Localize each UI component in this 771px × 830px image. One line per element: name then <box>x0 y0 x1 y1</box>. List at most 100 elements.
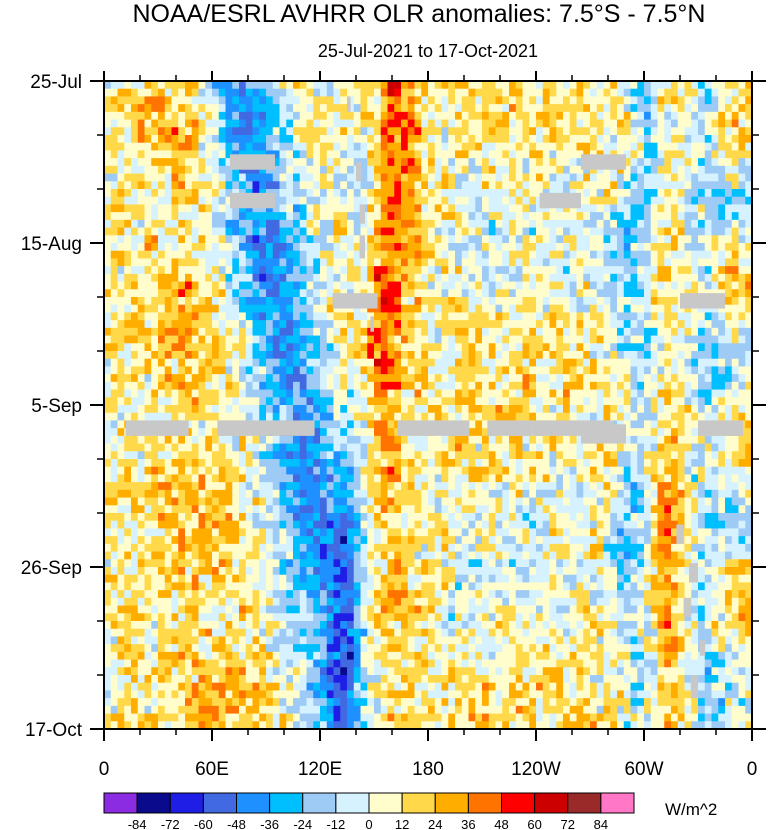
anomaly-cell <box>110 351 119 360</box>
anomaly-cell <box>306 320 314 329</box>
anomaly-cell <box>110 420 119 429</box>
anomaly-cell <box>225 304 233 314</box>
anomaly-cell <box>259 397 267 406</box>
anomaly-cell <box>266 204 274 213</box>
anomaly-cell <box>691 358 699 368</box>
anomaly-cell <box>306 165 314 175</box>
anomaly-cell <box>367 250 375 260</box>
anomaly-cell <box>198 381 206 391</box>
anomaly-cell <box>711 343 719 352</box>
anomaly-cell <box>198 374 206 383</box>
anomaly-cell <box>306 142 314 152</box>
anomaly-cell <box>434 88 443 98</box>
anomaly-cell <box>232 374 240 383</box>
anomaly-cell <box>117 81 125 90</box>
anomaly-cell <box>367 266 375 275</box>
anomaly-cell <box>664 173 672 182</box>
anomaly-cell <box>569 158 578 167</box>
anomaly-cell <box>212 304 220 314</box>
anomaly-cell <box>738 96 746 105</box>
anomaly-cell <box>745 150 752 159</box>
anomaly-cell <box>522 258 530 267</box>
anomaly-cell <box>110 451 119 460</box>
anomaly-cell <box>117 142 125 152</box>
anomaly-cell <box>131 250 139 260</box>
anomaly-cell <box>596 273 605 283</box>
anomaly-cell <box>671 81 679 90</box>
anomaly-cell <box>144 204 152 213</box>
anomaly-cell <box>617 227 625 236</box>
anomaly-cell <box>529 320 537 329</box>
anomaly-cell <box>360 96 368 105</box>
anomaly-cell <box>104 459 112 468</box>
anomaly-cell <box>272 158 281 167</box>
anomaly-cell <box>461 273 470 283</box>
anomaly-cell <box>488 266 497 275</box>
anomaly-cell <box>488 335 497 344</box>
anomaly-cell <box>380 304 389 314</box>
anomaly-cell <box>664 104 672 113</box>
anomaly-cell <box>583 374 591 383</box>
anomaly-cell <box>434 281 443 290</box>
anomaly-cell <box>218 304 227 314</box>
anomaly-cell <box>185 165 193 175</box>
anomaly-cell <box>259 459 267 468</box>
anomaly-cell <box>117 150 125 159</box>
anomaly-cell <box>576 227 584 236</box>
anomaly-cell <box>313 88 321 98</box>
anomaly-cell <box>475 273 483 283</box>
anomaly-cell <box>684 189 692 198</box>
anomaly-cell <box>711 266 719 275</box>
anomaly-cell <box>718 243 726 252</box>
anomaly-cell <box>711 466 719 476</box>
anomaly-cell <box>394 343 402 352</box>
anomaly-cell <box>306 104 314 113</box>
anomaly-cell <box>509 227 517 236</box>
anomaly-cell <box>387 320 395 329</box>
anomaly-cell <box>563 304 571 314</box>
anomaly-cell <box>421 81 429 90</box>
anomaly-cell <box>704 466 713 476</box>
anomaly-cell <box>529 196 537 206</box>
anomaly-cell <box>650 196 659 206</box>
anomaly-cell <box>299 381 308 391</box>
anomaly-cell <box>515 212 524 221</box>
anomaly-cell <box>137 389 146 398</box>
anomaly-cell <box>725 189 733 198</box>
anomaly-cell <box>239 451 247 460</box>
anomaly-cell <box>563 273 571 283</box>
anomaly-cell <box>407 289 416 298</box>
anomaly-cell <box>272 219 281 229</box>
anomaly-cell <box>502 451 510 460</box>
anomaly-cell <box>259 474 267 483</box>
anomaly-cell <box>603 119 611 128</box>
anomaly-cell <box>684 212 692 221</box>
anomaly-cell <box>225 320 233 329</box>
anomaly-cell <box>515 381 524 391</box>
anomaly-cell <box>353 459 362 468</box>
anomaly-cell <box>151 119 159 128</box>
anomaly-cell <box>495 219 503 229</box>
anomaly-cell <box>333 358 341 368</box>
anomaly-cell <box>367 466 375 476</box>
anomaly-cell <box>630 81 638 90</box>
anomaly-cell <box>502 227 510 236</box>
anomaly-cell <box>239 235 247 244</box>
anomaly-cell <box>704 189 713 198</box>
anomaly-cell <box>171 304 179 314</box>
anomaly-cell <box>414 335 422 344</box>
anomaly-cell <box>596 443 605 452</box>
anomaly-cell <box>367 343 375 352</box>
anomaly-cell <box>482 474 490 483</box>
anomaly-cell <box>178 81 186 90</box>
anomaly-cell <box>684 165 692 175</box>
anomaly-cell <box>738 88 746 98</box>
anomaly-cell <box>455 351 463 360</box>
anomaly-cell <box>698 212 706 221</box>
anomaly-cell <box>576 351 584 360</box>
anomaly-cell <box>536 158 544 167</box>
anomaly-cell <box>239 243 247 252</box>
anomaly-cell <box>387 281 395 290</box>
anomaly-cell <box>239 343 247 352</box>
anomaly-cell <box>684 273 692 283</box>
